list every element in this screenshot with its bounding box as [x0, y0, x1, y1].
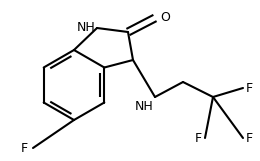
Text: O: O — [160, 10, 170, 24]
Text: NH: NH — [76, 20, 95, 33]
Text: F: F — [21, 142, 28, 155]
Text: NH: NH — [134, 100, 153, 113]
Text: F: F — [195, 132, 202, 145]
Text: F: F — [246, 132, 253, 145]
Text: F: F — [246, 81, 253, 95]
